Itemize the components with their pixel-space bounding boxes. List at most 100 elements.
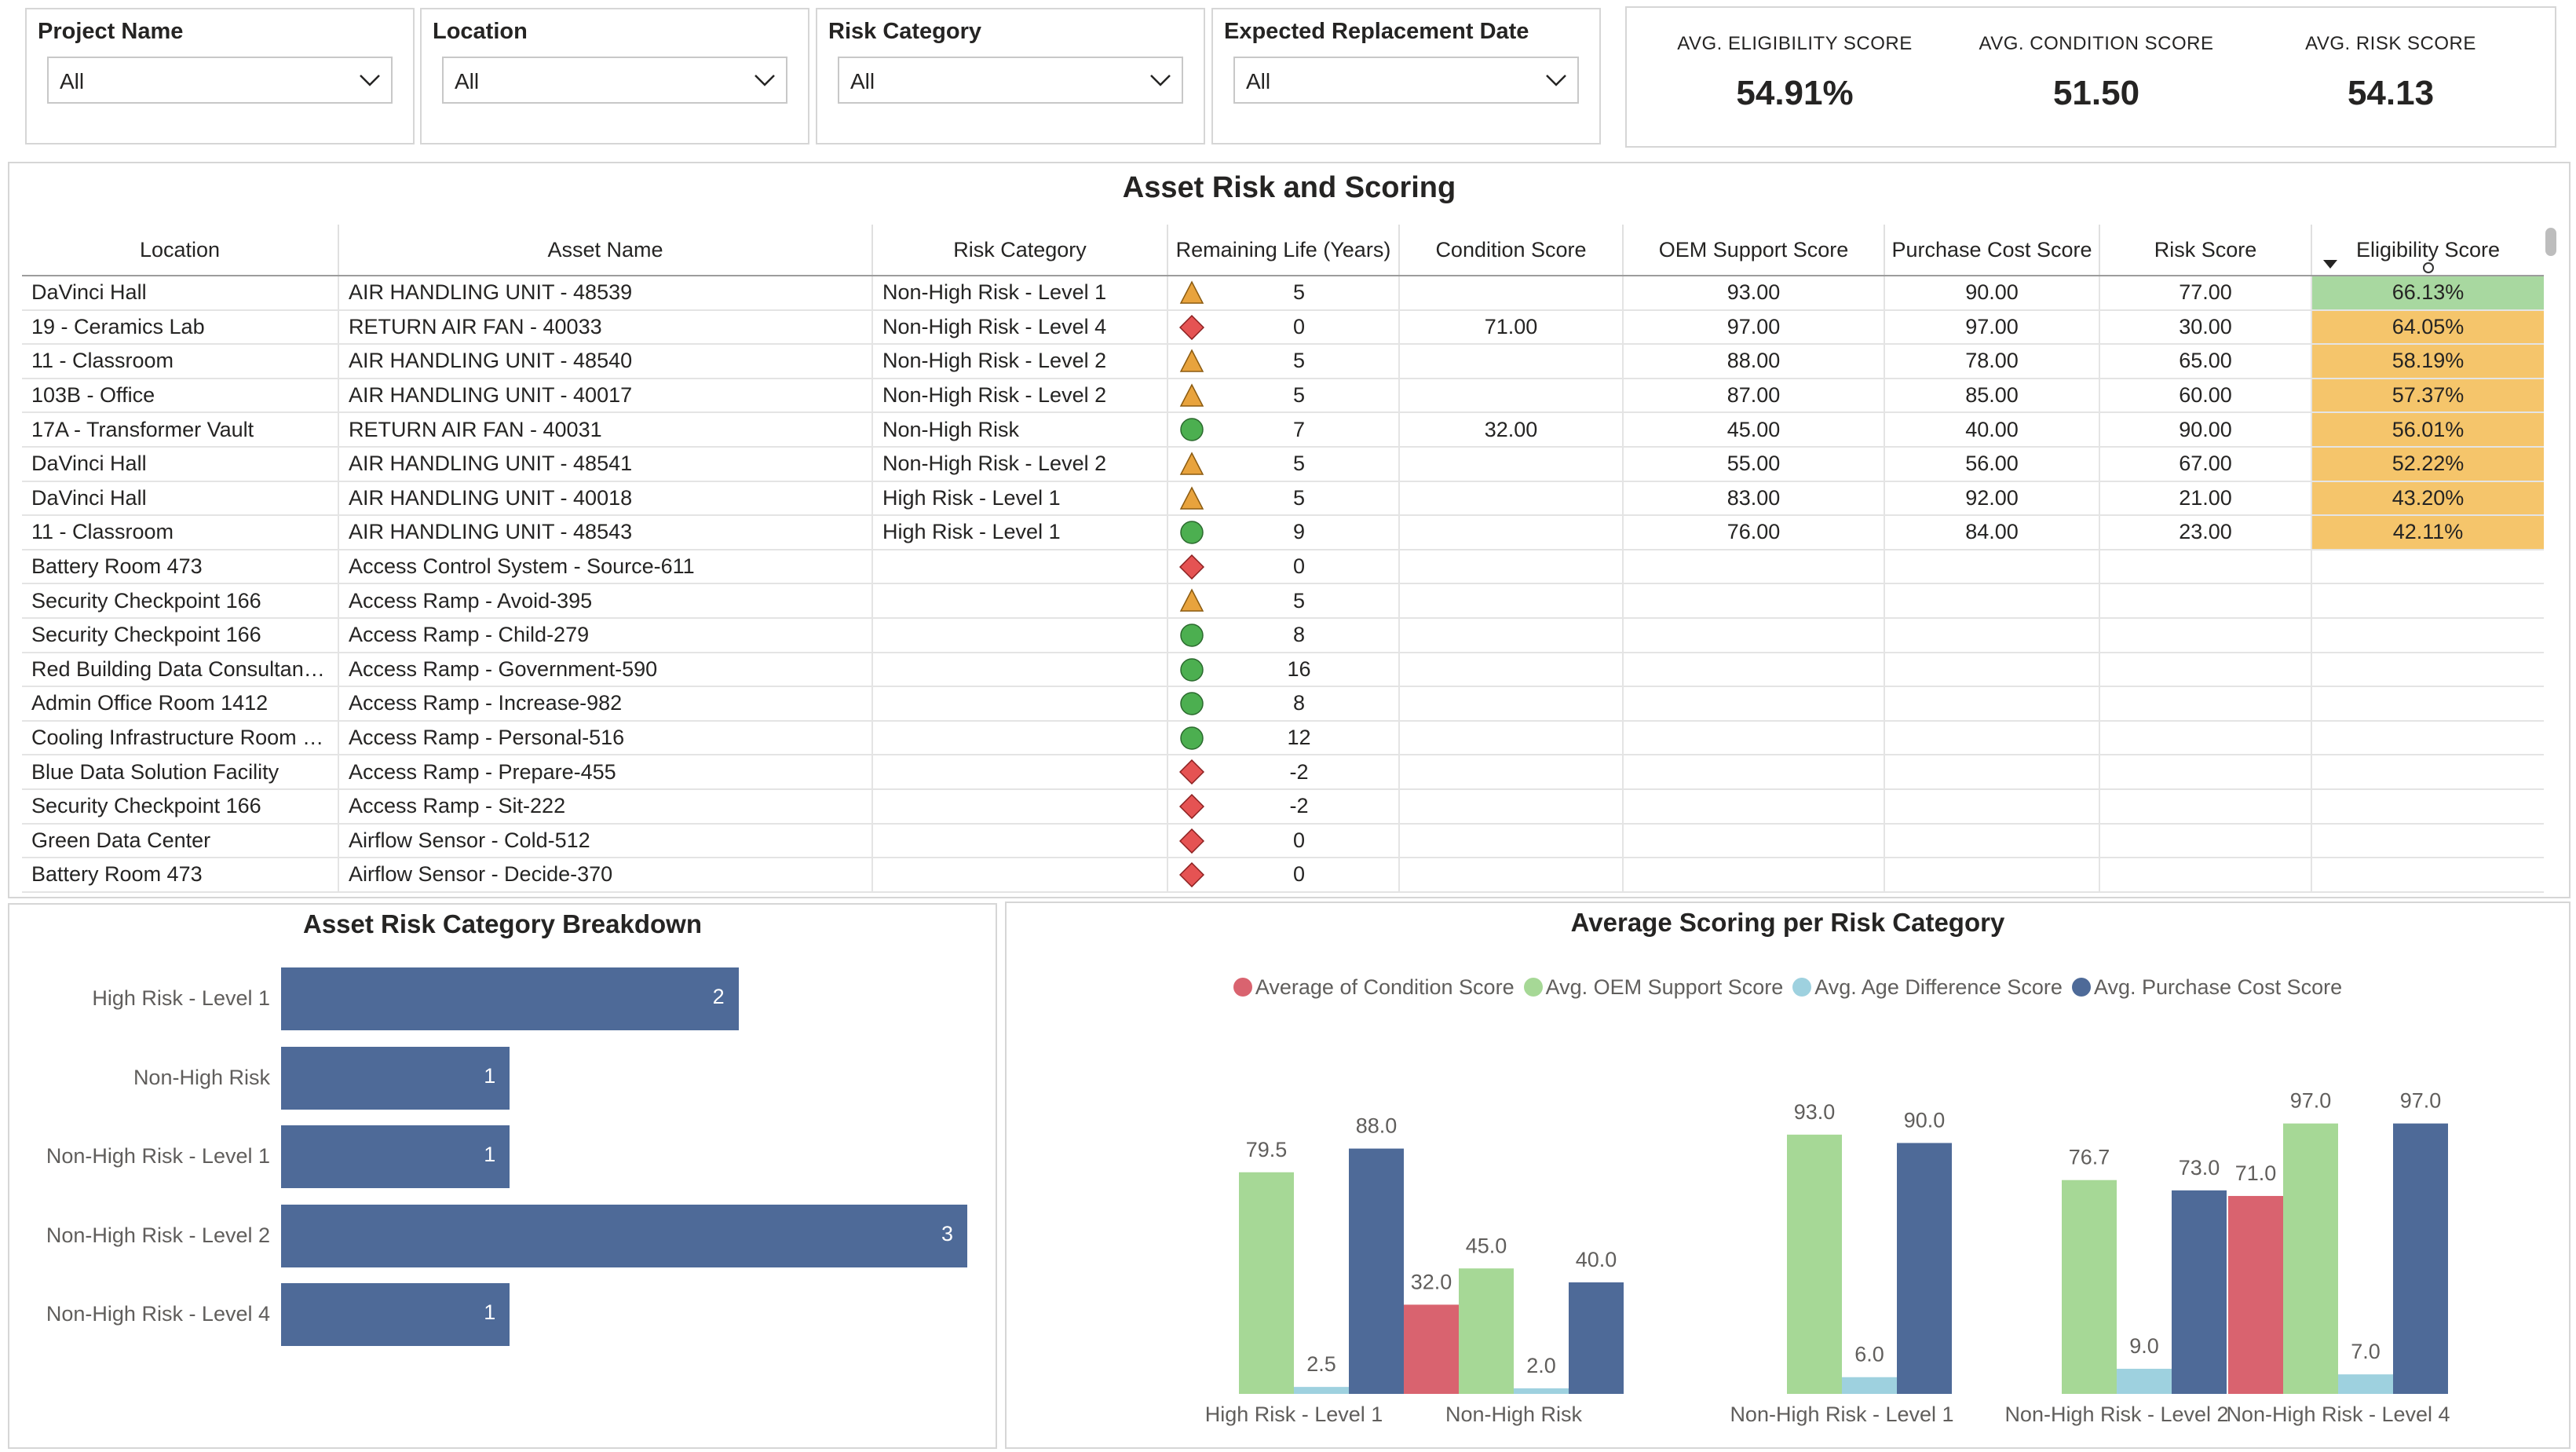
table-row[interactable]: Security Checkpoint 166 Access Ramp - Chi… xyxy=(22,617,2544,653)
legend-item[interactable]: Avg. OEM Support Score xyxy=(1523,975,1783,1000)
cell-remaining-life: 5 xyxy=(1167,378,1400,414)
table-row[interactable]: DaVinci Hall AIR HANDLING UNIT - 48539 Non… xyxy=(22,276,2544,311)
avg-scoring-title: Average Scoring per Risk Category xyxy=(1570,908,2005,937)
cell-purchase-cost-score: 56.00 xyxy=(1884,446,2100,482)
bar[interactable]: 1 xyxy=(281,1283,510,1346)
col-header-condition-score[interactable]: Condition Score xyxy=(1399,225,1624,276)
table-row[interactable]: Battery Room 473 Airflow Sensor - Decide-… xyxy=(22,858,2544,893)
column-value-label: 2.5 xyxy=(1306,1352,1336,1376)
col-header-asset-name[interactable]: Asset Name xyxy=(338,225,873,276)
column-bar[interactable] xyxy=(1569,1282,1624,1394)
cell-risk-score xyxy=(2099,583,2312,619)
cell-risk-category: Non-High Risk - Level 4 xyxy=(872,309,1168,346)
table-row[interactable]: 19 - Ceramics Lab RETURN AIR FAN - 40033 N… xyxy=(22,309,2544,346)
table-title: Asset Risk and Scoring xyxy=(1122,171,1456,204)
vertical-scrollbar[interactable] xyxy=(2545,228,2556,256)
table-row[interactable]: DaVinci Hall AIR HANDLING UNIT - 48541 Non… xyxy=(22,446,2544,482)
table-row[interactable]: Red Building Data Consultant… Access Ramp… xyxy=(22,652,2544,688)
bar[interactable]: 3 xyxy=(281,1204,967,1267)
column-bar[interactable] xyxy=(1459,1268,1514,1394)
cell-purchase-cost-score xyxy=(1884,720,2100,756)
column-bar[interactable] xyxy=(1897,1143,1952,1395)
legend-item[interactable]: Avg. Purchase Cost Score xyxy=(2071,975,2343,1000)
column-bar[interactable] xyxy=(1349,1148,1404,1394)
table-row[interactable]: 17A - Transformer Vault RETURN AIR FAN - … xyxy=(22,412,2544,448)
col-header-oem-support-score[interactable]: OEM Support Score xyxy=(1623,225,1885,276)
col-header-risk-category[interactable]: Risk Category xyxy=(872,225,1168,276)
cell-oem-support-score xyxy=(1623,788,1885,825)
legend-item[interactable]: Average of Condition Score xyxy=(1233,975,1515,1000)
remaining-life-value: 7 xyxy=(1292,417,1306,441)
kpi-label: AVG. ELIGIBILITY SCORE xyxy=(1677,33,1913,54)
cell-location: Security Checkpoint 166 xyxy=(22,788,339,825)
cell-purchase-cost-score xyxy=(1884,583,2100,619)
column-value-label: 90.0 xyxy=(1904,1109,1946,1132)
column-bar[interactable] xyxy=(1842,1377,1897,1394)
bar-category-label: High Risk - Level 1 xyxy=(92,986,270,1010)
table-row[interactable]: DaVinci Hall AIR HANDLING UNIT - 40018 Hig… xyxy=(22,481,2544,517)
cell-risk-score: 67.00 xyxy=(2099,446,2312,482)
chevron-down-icon xyxy=(360,75,380,86)
remaining-life-value: 5 xyxy=(1292,349,1306,373)
risk-category-dropdown[interactable]: All xyxy=(838,57,1183,104)
column-bar[interactable] xyxy=(2117,1369,2172,1394)
cell-location: DaVinci Hall xyxy=(22,276,339,311)
column-bar[interactable] xyxy=(1404,1304,1459,1394)
table-row[interactable]: 103B - Office AIR HANDLING UNIT - 40017 No… xyxy=(22,378,2544,414)
category-label: Non-High Risk - Level 4 xyxy=(2226,1403,2450,1426)
kpi-value: 51.50 xyxy=(2052,74,2140,112)
cell-remaining-life: -2 xyxy=(1167,755,1400,790)
table-row[interactable]: Cooling Infrastructure Room … Access Ramp… xyxy=(22,720,2544,756)
table-row[interactable]: Green Data Center Airflow Sensor - Cold-5… xyxy=(22,823,2544,859)
remaining-life-value: -2 xyxy=(1289,794,1309,818)
table-row[interactable]: Security Checkpoint 166 Access Ramp - Sit… xyxy=(22,788,2544,825)
column-bar[interactable] xyxy=(2283,1123,2338,1394)
cell-asset-name: Airflow Sensor - Cold-512 xyxy=(338,823,873,859)
table-row[interactable]: Security Checkpoint 166 Access Ramp - Avo… xyxy=(22,583,2544,619)
column-bar[interactable] xyxy=(2338,1374,2393,1394)
location-dropdown[interactable]: All xyxy=(442,57,787,104)
cell-purchase-cost-score xyxy=(1884,858,2100,893)
table-row[interactable]: 11 - Classroom AIR HANDLING UNIT - 48543 H… xyxy=(22,515,2544,550)
table-row[interactable]: Blue Data Solution Facility Access Ramp -… xyxy=(22,755,2544,790)
column-value-label: 6.0 xyxy=(1854,1343,1884,1366)
risk-breakdown-panel: Asset Risk Category Breakdown High Risk … xyxy=(8,903,997,1449)
bar[interactable]: 1 xyxy=(281,1046,510,1110)
slicer-title: Risk Category xyxy=(828,19,982,44)
col-header-eligibility-score[interactable]: Eligibility Score xyxy=(2311,225,2544,276)
table-row[interactable]: 11 - Classroom AIR HANDLING UNIT - 48540 N… xyxy=(22,344,2544,379)
column-bar[interactable] xyxy=(1239,1172,1294,1394)
column-bar[interactable] xyxy=(2172,1190,2227,1394)
col-header-remaining-life[interactable]: Remaining Life (Years) xyxy=(1167,225,1400,276)
project-name-dropdown[interactable]: All xyxy=(47,57,393,104)
bar-value-label: 1 xyxy=(484,1063,496,1088)
table-row[interactable]: Admin Office Room 1412 Access Ramp - Incr… xyxy=(22,686,2544,722)
remaining-life-value: -2 xyxy=(1289,759,1309,784)
info-icon[interactable] xyxy=(2422,262,2434,273)
column-bar[interactable] xyxy=(2393,1123,2448,1394)
cell-condition-score xyxy=(1399,446,1624,482)
column-bar[interactable] xyxy=(1787,1134,1842,1394)
bar[interactable]: 1 xyxy=(281,1125,510,1188)
col-header-location[interactable]: Location xyxy=(22,225,339,276)
legend-item[interactable]: Avg. Age Difference Score xyxy=(1792,975,2063,1000)
diamond-icon xyxy=(1179,554,1204,580)
column-bar[interactable] xyxy=(1294,1387,1349,1394)
sort-descending-icon[interactable] xyxy=(2323,260,2337,269)
remaining-life-value: 0 xyxy=(1292,862,1306,887)
column-bar[interactable] xyxy=(1514,1388,1569,1394)
legend-label: Avg. Purchase Cost Score xyxy=(2093,975,2343,999)
cell-risk-category xyxy=(872,583,1168,619)
column-bar[interactable] xyxy=(2062,1180,2117,1394)
cell-oem-support-score xyxy=(1623,583,1885,619)
kpi-label: AVG. CONDITION SCORE xyxy=(1979,33,2214,54)
cell-eligibility-score xyxy=(2311,583,2544,619)
col-header-purchase-cost-score[interactable]: Purchase Cost Score xyxy=(1884,225,2100,276)
col-header-risk-score[interactable]: Risk Score xyxy=(2099,225,2312,276)
cell-location: 11 - Classroom xyxy=(22,344,339,379)
table-row[interactable]: Battery Room 473 Access Control System - … xyxy=(22,549,2544,585)
replacement-date-dropdown[interactable]: All xyxy=(1233,57,1579,104)
bar[interactable]: 2 xyxy=(281,967,739,1030)
column-bar[interactable] xyxy=(2228,1195,2283,1394)
cell-asset-name: Access Ramp - Prepare-455 xyxy=(338,755,873,790)
